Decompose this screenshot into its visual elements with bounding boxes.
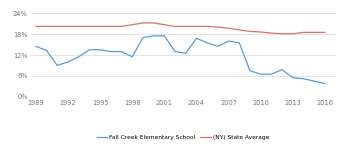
Fall Creek Elementary School xyxy=(66,61,70,63)
Fall Creek Elementary School xyxy=(130,56,134,58)
(NY) State Average xyxy=(34,25,38,27)
Fall Creek Elementary School xyxy=(44,50,48,51)
(NY) State Average xyxy=(205,25,209,27)
(NY) State Average xyxy=(259,31,263,33)
Fall Creek Elementary School xyxy=(119,51,123,52)
(NY) State Average xyxy=(141,22,145,24)
(NY) State Average xyxy=(109,25,113,27)
Line: (NY) State Average: (NY) State Average xyxy=(36,23,325,34)
(NY) State Average xyxy=(194,25,198,27)
(NY) State Average xyxy=(119,25,123,27)
Fall Creek Elementary School xyxy=(194,37,198,39)
(NY) State Average xyxy=(248,30,252,32)
Fall Creek Elementary School xyxy=(237,42,241,44)
Fall Creek Elementary School xyxy=(226,40,231,42)
(NY) State Average xyxy=(301,31,305,33)
(NY) State Average xyxy=(98,25,102,27)
(NY) State Average xyxy=(323,31,327,33)
Fall Creek Elementary School xyxy=(280,69,284,71)
(NY) State Average xyxy=(280,33,284,35)
Fall Creek Elementary School xyxy=(162,35,166,37)
(NY) State Average xyxy=(226,27,231,29)
(NY) State Average xyxy=(152,22,156,24)
Fall Creek Elementary School xyxy=(152,35,156,37)
Fall Creek Elementary School xyxy=(291,77,295,79)
Fall Creek Elementary School xyxy=(259,73,263,75)
(NY) State Average xyxy=(173,25,177,27)
Fall Creek Elementary School xyxy=(34,45,38,47)
(NY) State Average xyxy=(162,24,166,26)
Fall Creek Elementary School xyxy=(184,52,188,54)
Fall Creek Elementary School xyxy=(216,45,220,47)
Fall Creek Elementary School xyxy=(270,73,274,75)
Fall Creek Elementary School xyxy=(301,78,305,80)
(NY) State Average xyxy=(270,32,274,34)
(NY) State Average xyxy=(291,33,295,35)
Fall Creek Elementary School xyxy=(109,51,113,52)
Fall Creek Elementary School xyxy=(77,56,81,58)
Fall Creek Elementary School xyxy=(323,83,327,84)
Fall Creek Elementary School xyxy=(98,49,102,51)
(NY) State Average xyxy=(237,29,241,31)
(NY) State Average xyxy=(77,25,81,27)
Fall Creek Elementary School xyxy=(205,42,209,44)
(NY) State Average xyxy=(55,25,59,27)
(NY) State Average xyxy=(66,25,70,27)
(NY) State Average xyxy=(216,26,220,28)
Line: Fall Creek Elementary School: Fall Creek Elementary School xyxy=(36,36,325,84)
Fall Creek Elementary School xyxy=(141,37,145,38)
Fall Creek Elementary School xyxy=(55,65,59,66)
Fall Creek Elementary School xyxy=(248,70,252,72)
(NY) State Average xyxy=(184,25,188,27)
Legend: Fall Creek Elementary School, (NY) State Average: Fall Creek Elementary School, (NY) State… xyxy=(94,132,272,142)
(NY) State Average xyxy=(44,25,48,27)
(NY) State Average xyxy=(87,25,92,27)
Fall Creek Elementary School xyxy=(87,49,92,51)
Fall Creek Elementary School xyxy=(173,51,177,52)
(NY) State Average xyxy=(130,24,134,26)
